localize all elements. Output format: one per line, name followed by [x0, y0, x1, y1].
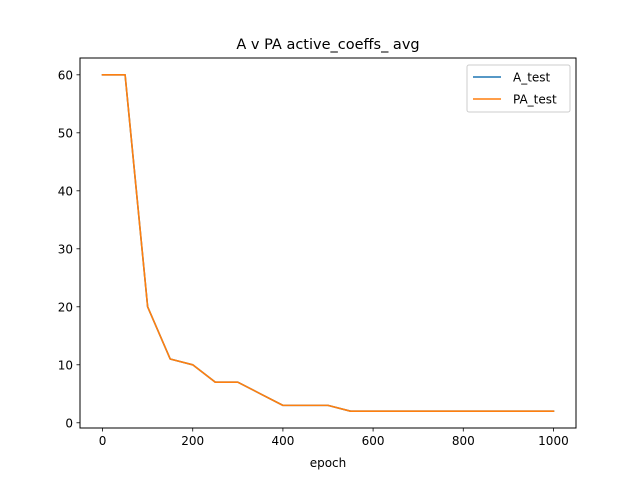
y-tick-label: 10 — [58, 358, 73, 372]
x-axis-label: epoch — [310, 456, 347, 470]
legend: A_test PA_test — [466, 64, 571, 113]
series-line-pa-test — [101, 74, 555, 412]
y-tick-label: 60 — [58, 68, 73, 82]
y-tick-label: 30 — [58, 242, 73, 256]
legend-label: PA_test — [513, 93, 557, 107]
legend-entries: A_test PA_test — [473, 71, 557, 107]
plot-frame — [79, 57, 577, 429]
x-tick-label: 1000 — [538, 434, 569, 448]
y-tick-label: 40 — [58, 184, 73, 198]
chart-title: A v PA active_coeffs_ avg — [236, 37, 419, 53]
x-tick-label: 0 — [99, 434, 107, 448]
legend-label: A_test — [513, 71, 551, 85]
y-tick-label: 20 — [58, 300, 73, 314]
x-tick-label: 200 — [181, 434, 204, 448]
x-tick-label: 600 — [362, 434, 385, 448]
series-layer — [101, 74, 555, 412]
x-tick-label: 800 — [452, 434, 475, 448]
ticks-layer: 0 200 400 600 800 1000 0 10 20 30 40 50 60 — [58, 68, 569, 448]
y-tick-label: 0 — [65, 416, 73, 430]
x-tick-label: 400 — [271, 434, 294, 448]
y-tick-label: 50 — [58, 126, 73, 140]
